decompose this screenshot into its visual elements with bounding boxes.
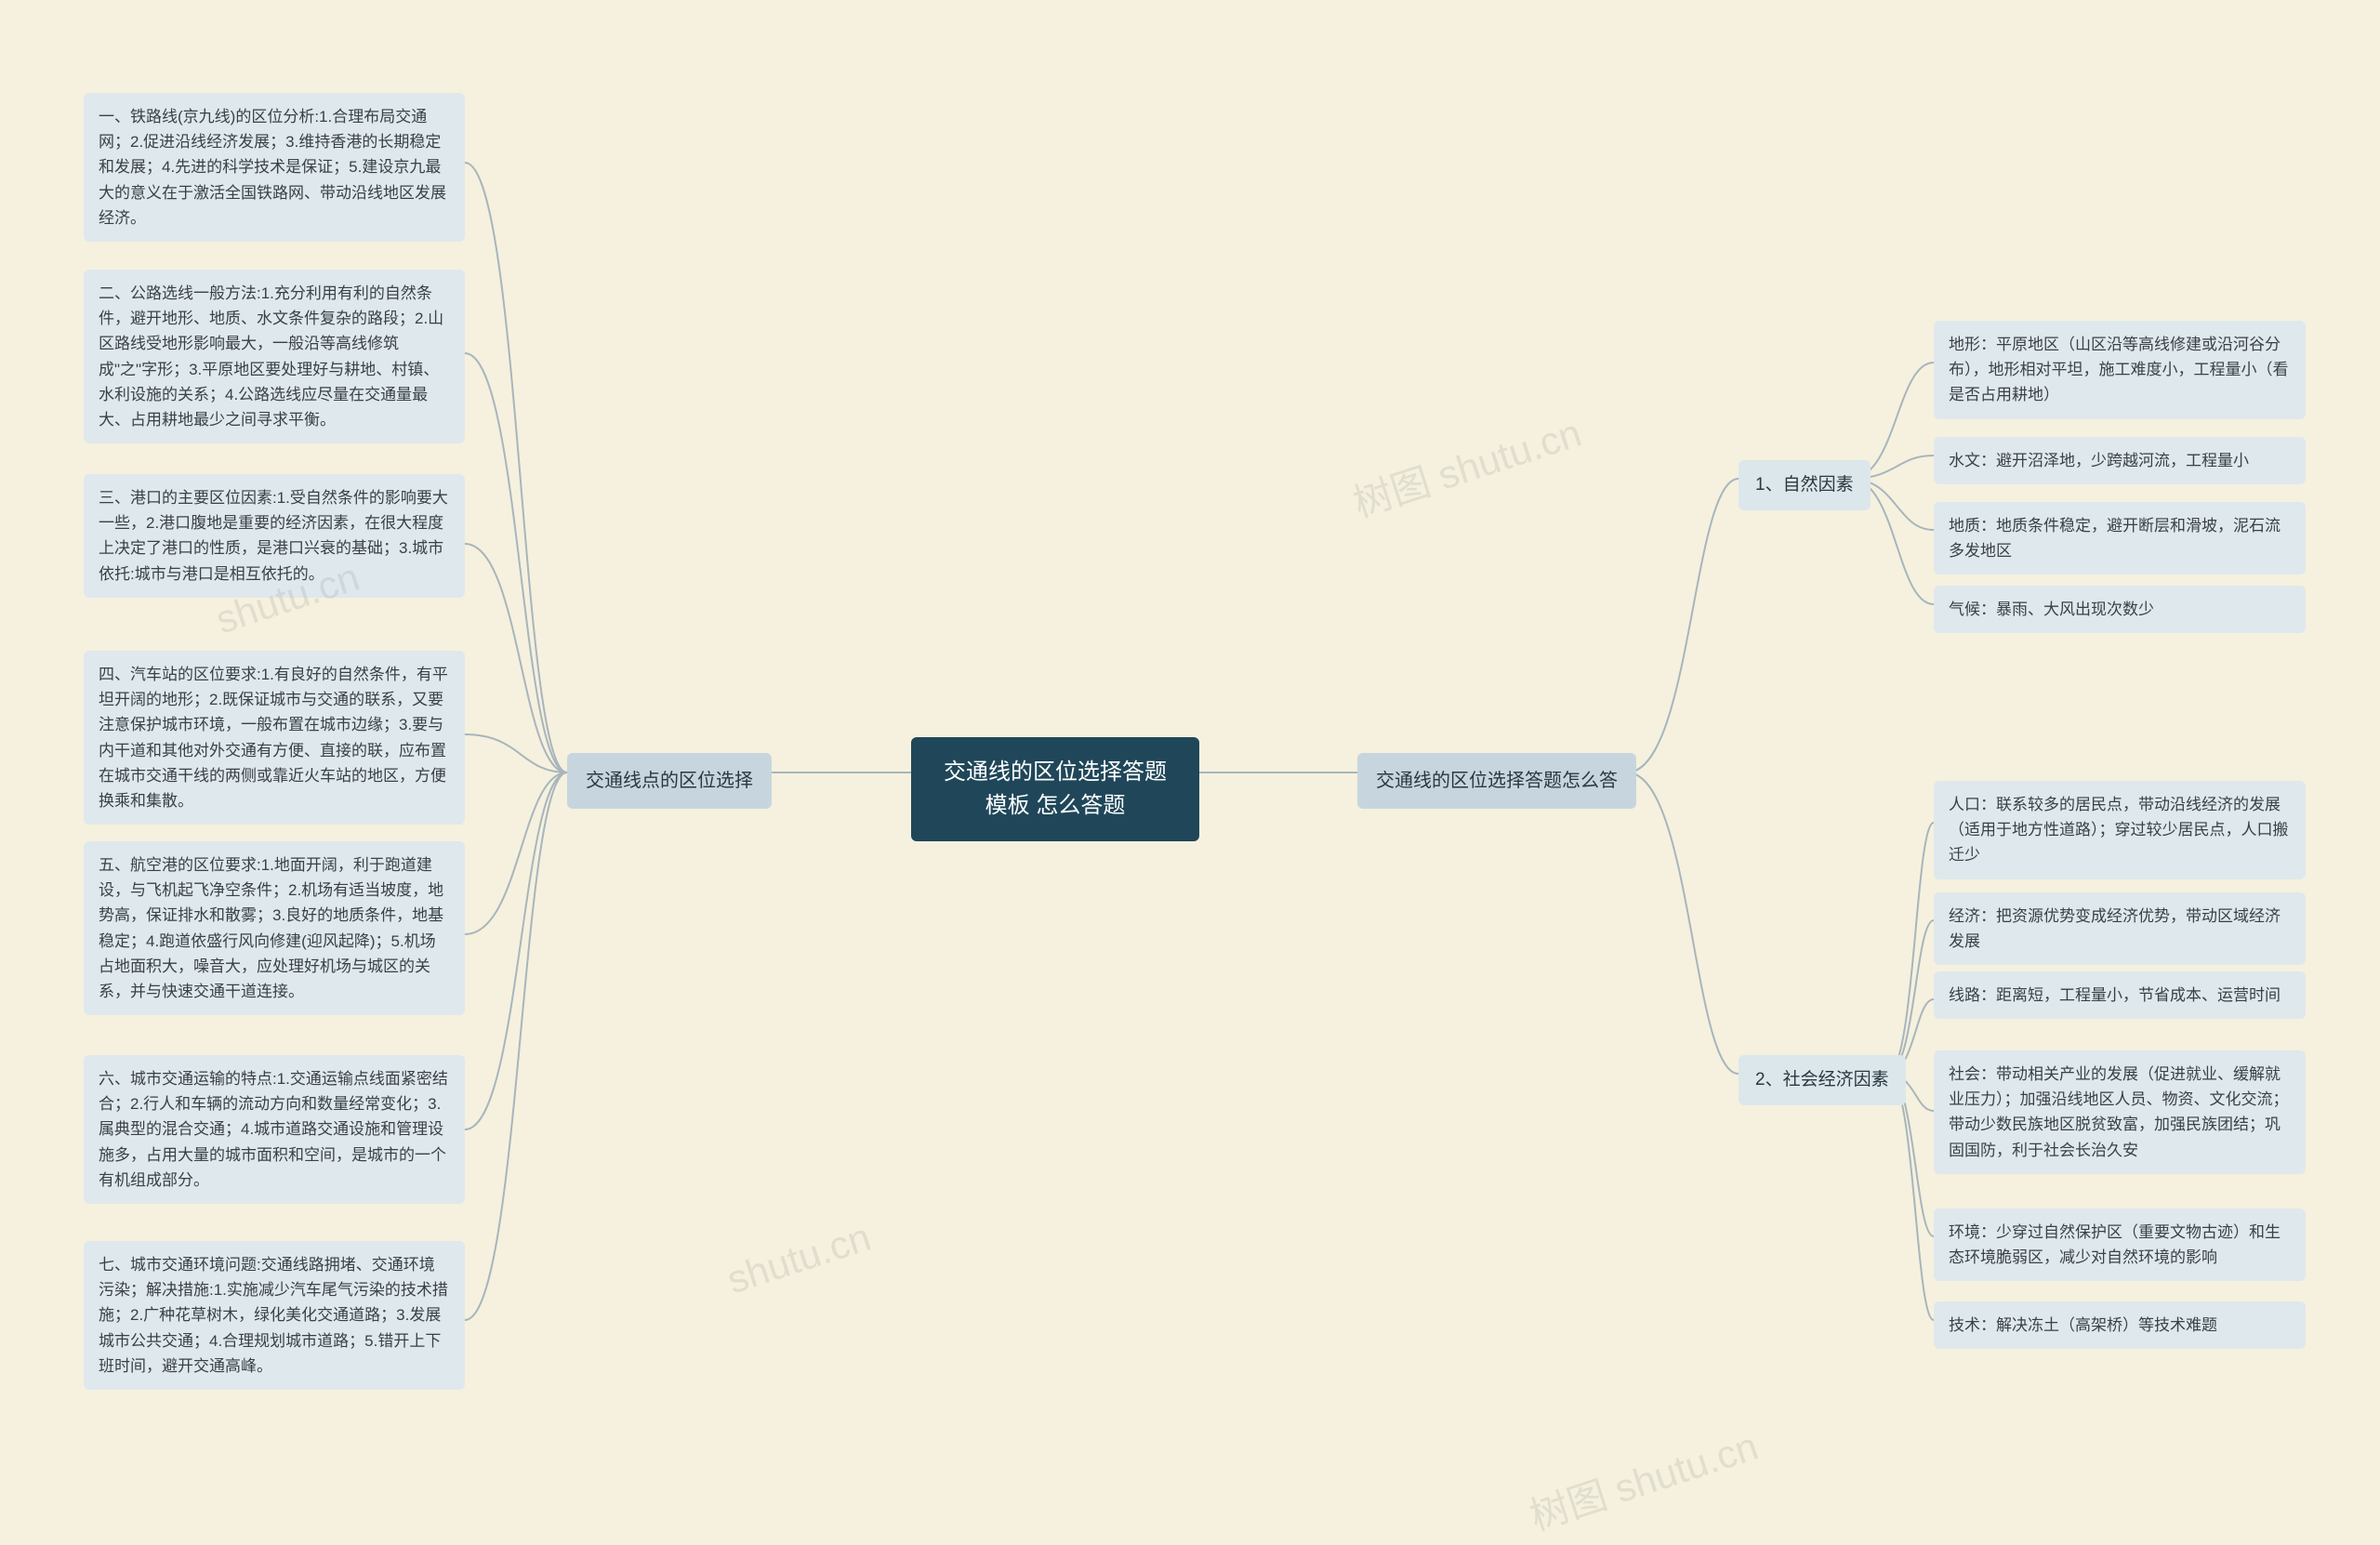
sub1-leaf-4-text: 气候：暴雨、大风出现次数少 — [1949, 601, 2154, 618]
sub1-leaf-3: 地质：地质条件稳定，避开断层和滑坡，泥石流多发地区 — [1934, 502, 2306, 574]
left-leaf-1: 一、铁路线(京九线)的区位分析:1.合理布局交通网；2.促进沿线经济发展；3.维… — [84, 93, 465, 242]
sub1-leaf-4: 气候：暴雨、大风出现次数少 — [1934, 586, 2306, 633]
left-leaf-1-text: 一、铁路线(京九线)的区位分析:1.合理布局交通网；2.促进沿线经济发展；3.维… — [99, 108, 446, 227]
sub1-leaf-2-text: 水文：避开沼泽地，少跨越河流，工程量小 — [1949, 452, 2249, 469]
sub2-leaf-3: 线路：距离短，工程量小，节省成本、运营时间 — [1934, 971, 2306, 1019]
sub1-leaf-1: 地形：平原地区（山区沿等高线修建或沿河谷分布），地形相对平坦，施工难度小，工程量… — [1934, 321, 2306, 419]
left-leaf-7-text: 七、城市交通环境问题:交通线路拥堵、交通环境污染；解决措施:1.实施减少汽车尾气… — [99, 1256, 448, 1375]
left-leaf-2: 二、公路选线一般方法:1.充分利用有利的自然条件，避开地形、地质、水文条件复杂的… — [84, 270, 465, 443]
left-leaf-4: 四、汽车站的区位要求:1.有良好的自然条件，有平坦开阔的地形；2.既保证城市与交… — [84, 651, 465, 825]
right-sub1: 1、自然因素 — [1739, 460, 1871, 510]
right-sub1-label: 1、自然因素 — [1755, 475, 1854, 495]
right-branch: 交通线的区位选择答题怎么答 — [1357, 753, 1636, 809]
sub1-leaf-3-text: 地质：地质条件稳定，避开断层和滑坡，泥石流多发地区 — [1949, 517, 2281, 560]
left-branch-label: 交通线点的区位选择 — [586, 771, 753, 791]
left-leaf-4-text: 四、汽车站的区位要求:1.有良好的自然条件，有平坦开阔的地形；2.既保证城市与交… — [99, 666, 448, 810]
right-sub2: 2、社会经济因素 — [1739, 1055, 1906, 1105]
right-sub2-label: 2、社会经济因素 — [1755, 1070, 1889, 1089]
sub2-leaf-2-text: 经济：把资源优势变成经济优势，带动区域经济发展 — [1949, 907, 2281, 950]
sub2-leaf-5: 环境：少穿过自然保护区（重要文物古迹）和生态环境脆弱区，减少对自然环境的影响 — [1934, 1208, 2306, 1281]
sub2-leaf-5-text: 环境：少穿过自然保护区（重要文物古迹）和生态环境脆弱区，减少对自然环境的影响 — [1949, 1223, 2281, 1266]
sub2-leaf-6: 技术：解决冻土（高架桥）等技术难题 — [1934, 1301, 2306, 1349]
sub2-leaf-1: 人口：联系较多的居民点，带动沿线经济的发展（适用于地方性道路）；穿过较少居民点，… — [1934, 781, 2306, 879]
sub2-leaf-2: 经济：把资源优势变成经济优势，带动区域经济发展 — [1934, 892, 2306, 965]
sub2-leaf-4-text: 社会：带动相关产业的发展（促进就业、缓解就业压力）；加强沿线地区人员、物资、文化… — [1949, 1065, 2289, 1159]
left-leaf-7: 七、城市交通环境问题:交通线路拥堵、交通环境污染；解决措施:1.实施减少汽车尾气… — [84, 1241, 465, 1390]
left-leaf-6-text: 六、城市交通运输的特点:1.交通运输点线面紧密结合；2.行人和车辆的流动方向和数… — [99, 1070, 448, 1189]
sub2-leaf-6-text: 技术：解决冻土（高架桥）等技术难题 — [1949, 1316, 2217, 1334]
sub2-leaf-4: 社会：带动相关产业的发展（促进就业、缓解就业压力）；加强沿线地区人员、物资、文化… — [1934, 1050, 2306, 1174]
left-leaf-3: 三、港口的主要区位因素:1.受自然条件的影响要大一些，2.港口腹地是重要的经济因… — [84, 474, 465, 598]
left-leaf-3-text: 三、港口的主要区位因素:1.受自然条件的影响要大一些，2.港口腹地是重要的经济因… — [99, 489, 448, 583]
left-leaf-2-text: 二、公路选线一般方法:1.充分利用有利的自然条件，避开地形、地质、水文条件复杂的… — [99, 284, 443, 429]
right-branch-label: 交通线的区位选择答题怎么答 — [1376, 771, 1618, 791]
sub1-leaf-1-text: 地形：平原地区（山区沿等高线修建或沿河谷分布），地形相对平坦，施工难度小，工程量… — [1949, 336, 2289, 403]
sub2-leaf-3-text: 线路：距离短，工程量小，节省成本、运营时间 — [1949, 986, 2281, 1004]
left-branch: 交通线点的区位选择 — [567, 753, 772, 809]
root-text: 交通线的区位选择答题模板 怎么答题 — [944, 759, 1167, 818]
left-leaf-5-text: 五、航空港的区位要求:1.地面开阔，利于跑道建设，与飞机起飞净空条件；2.机场有… — [99, 856, 443, 1000]
sub1-leaf-2: 水文：避开沼泽地，少跨越河流，工程量小 — [1934, 437, 2306, 484]
watermark-3: shutu.cn — [721, 1215, 876, 1303]
watermark-4: 树图 shutu.cn — [1522, 1415, 1765, 1542]
left-leaf-5: 五、航空港的区位要求:1.地面开阔，利于跑道建设，与飞机起飞净空条件；2.机场有… — [84, 841, 465, 1015]
root-node: 交通线的区位选择答题模板 怎么答题 — [911, 737, 1199, 841]
watermark-2: 树图 shutu.cn — [1345, 402, 1588, 529]
left-leaf-6: 六、城市交通运输的特点:1.交通运输点线面紧密结合；2.行人和车辆的流动方向和数… — [84, 1055, 465, 1204]
sub2-leaf-1-text: 人口：联系较多的居民点，带动沿线经济的发展（适用于地方性道路）；穿过较少居民点，… — [1949, 796, 2289, 864]
